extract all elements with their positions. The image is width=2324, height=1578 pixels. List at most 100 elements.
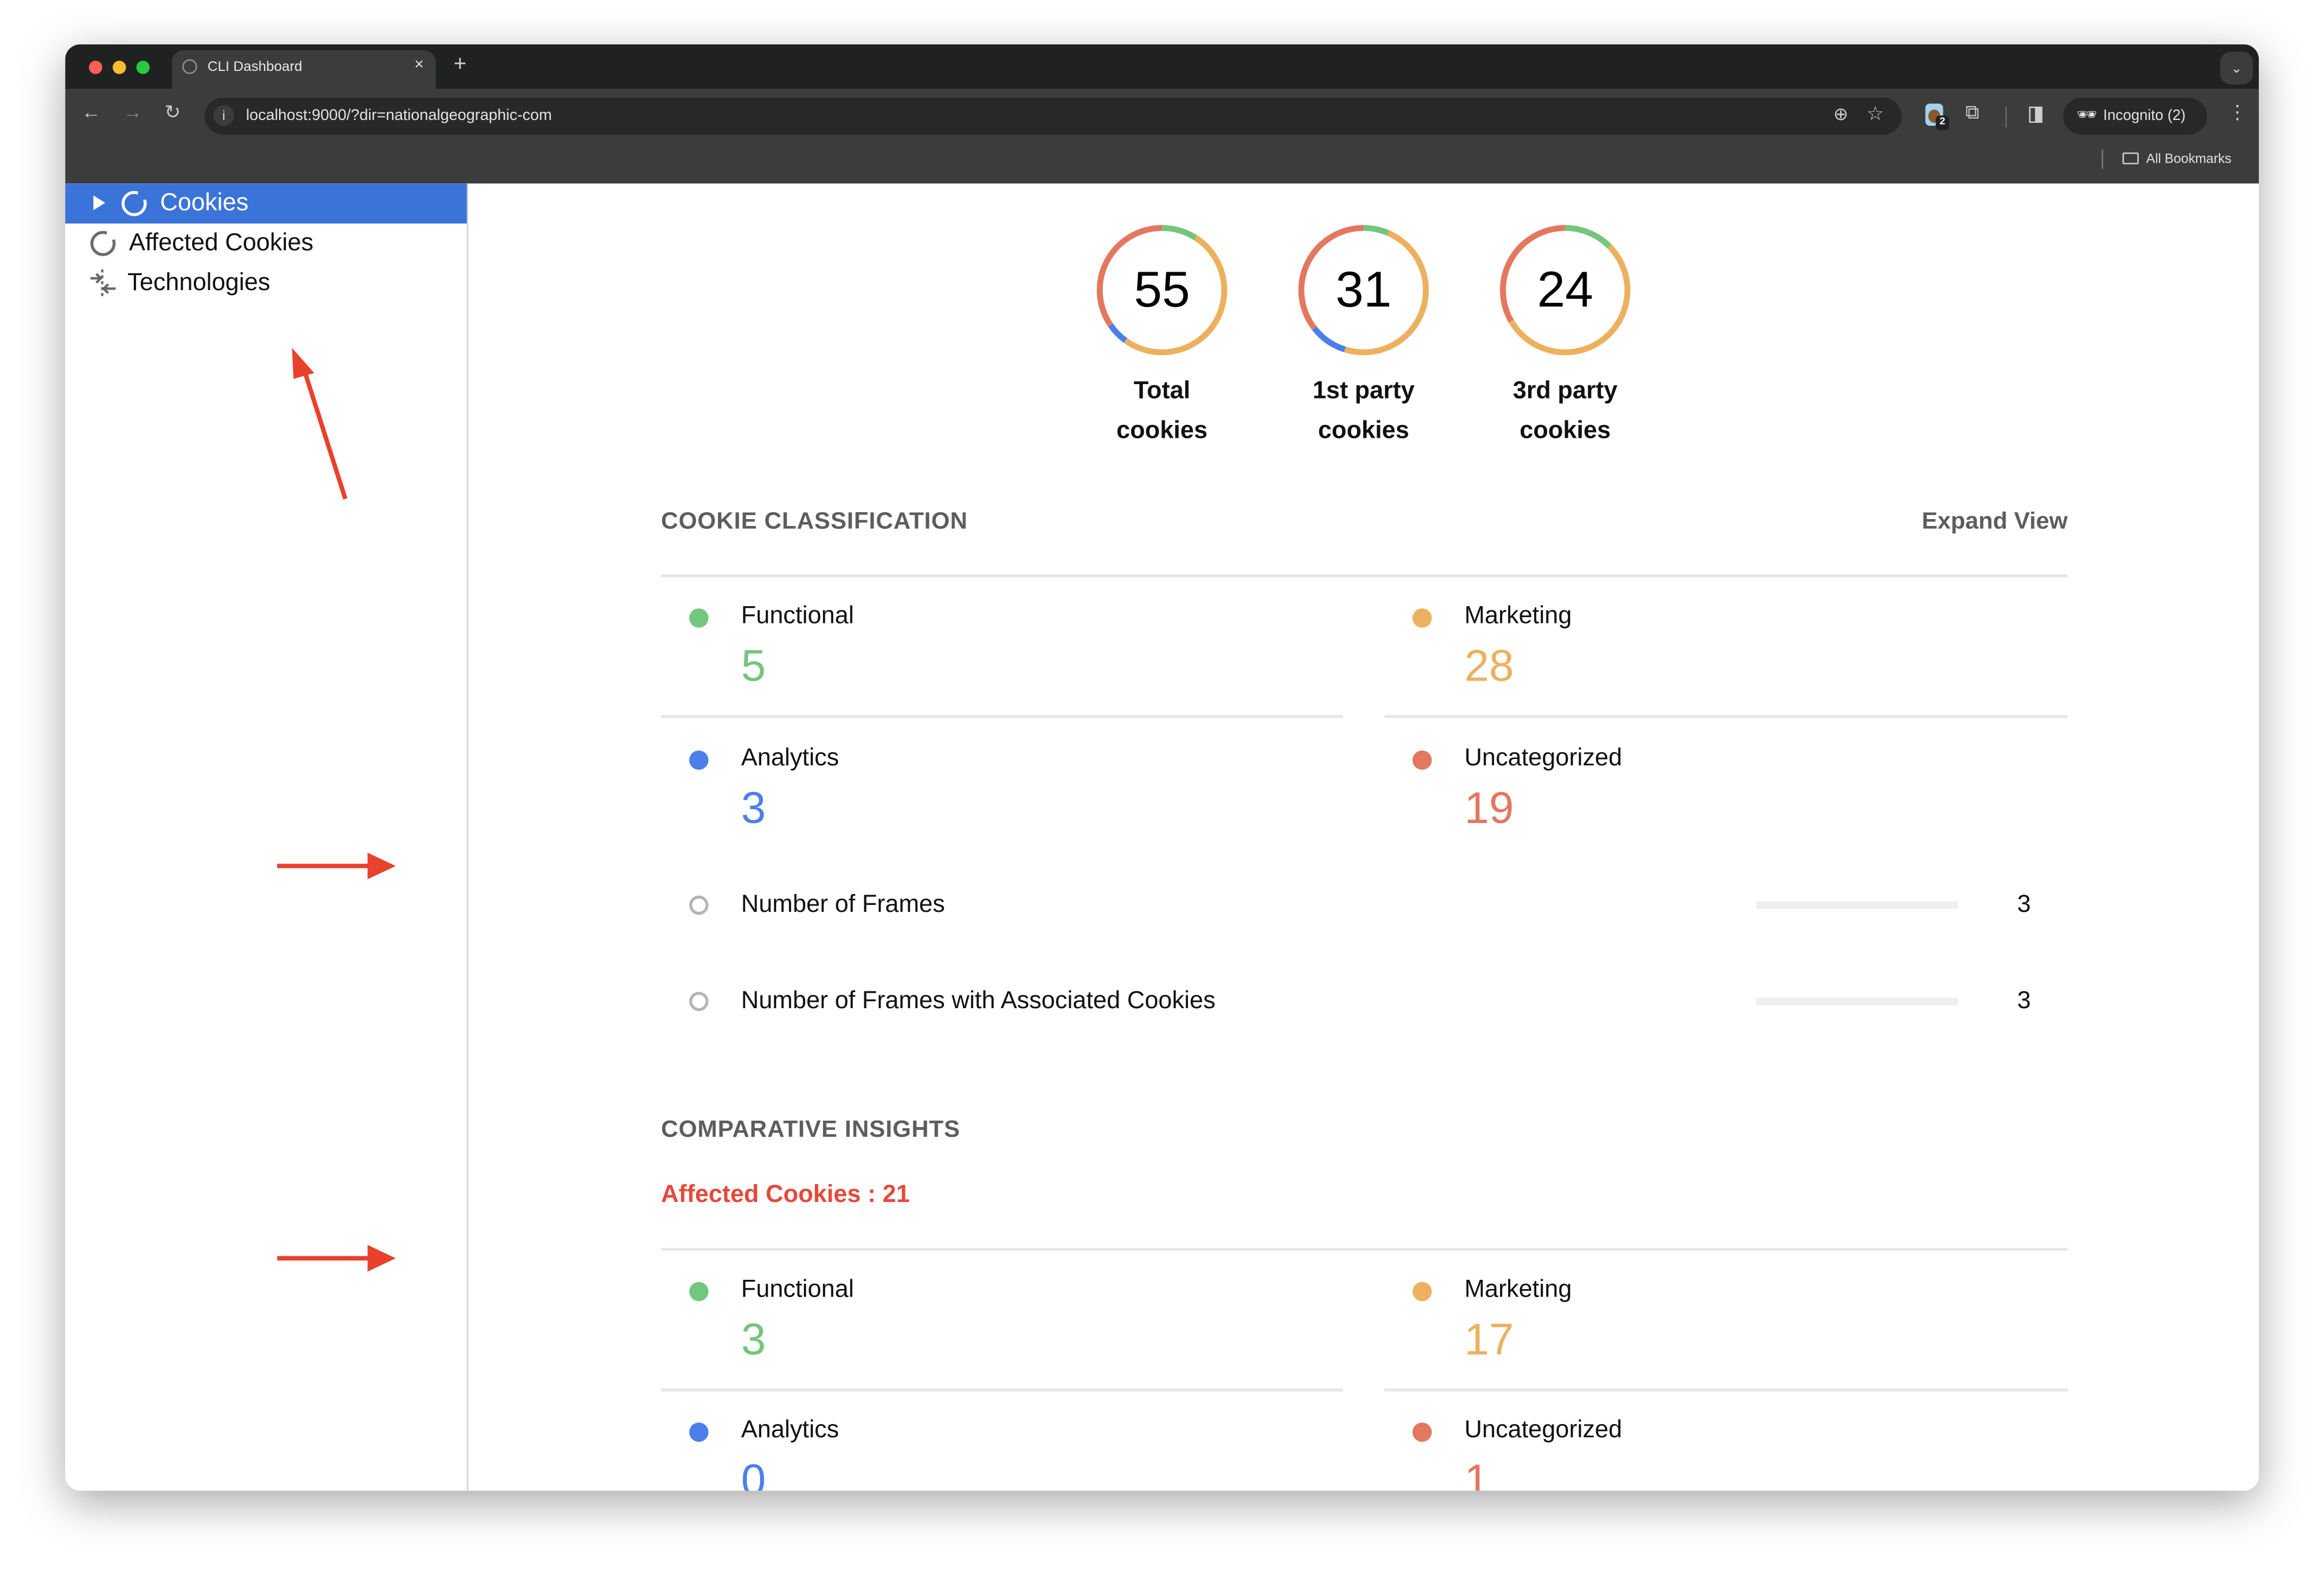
- bookmarks-divider: [2101, 149, 2104, 169]
- analytics-dot-icon: [689, 750, 709, 770]
- zoom-icon[interactable]: ⊕: [1833, 103, 1849, 125]
- category-label: Analytics: [741, 1417, 839, 1444]
- donut-label-line: Total: [1133, 377, 1191, 404]
- classification-uncategorized: Uncategorized 19: [1385, 740, 2066, 881]
- expand-view-button[interactable]: Expand View: [1921, 509, 2068, 535]
- sidebar-item-label: Technologies: [127, 269, 270, 296]
- donut-value: 55: [1134, 262, 1190, 318]
- puzzle-icon[interactable]: ⧉: [1965, 100, 1979, 123]
- donut-label-line: cookies: [1318, 416, 1409, 444]
- donut-label-line: 3rd party: [1513, 377, 1618, 404]
- donut-label-line: 1st party: [1313, 377, 1415, 404]
- all-bookmarks-button[interactable]: All Bookmarks: [2122, 151, 2232, 166]
- comparative-insights-title: COMPARATIVE INSIGHTS: [661, 1117, 961, 1143]
- toolbar-divider: [2005, 106, 2007, 127]
- category-value: 3: [741, 1316, 766, 1365]
- donut-segment-functional: [1363, 225, 1390, 236]
- browser-window: CLI Dashboard × + ⌄ ← → ↻ i localhost:90…: [65, 44, 2259, 1491]
- donut-chart: [1298, 225, 1429, 355]
- donut-segment-analytics: [1108, 323, 1127, 343]
- frames-row: Number of Frames 3: [661, 888, 2067, 924]
- category-label: Functional: [741, 602, 854, 629]
- donut-segment-marketing: [1509, 244, 1631, 355]
- annotation-arrows: [277, 348, 396, 1272]
- frames-with-cookies-row: Number of Frames with Associated Cookies…: [661, 985, 2067, 1020]
- category-label: Uncategorized: [1464, 744, 1622, 772]
- donut-segment-marketing: [1344, 230, 1429, 355]
- url-text[interactable]: localhost:9000/?dir=nationalgeographic-c…: [246, 106, 552, 125]
- donut-label: Total cookies: [1058, 371, 1266, 450]
- insights-uncategorized: Uncategorized 1: [1385, 1412, 2066, 1491]
- new-tab-button[interactable]: +: [453, 51, 467, 77]
- tab-strip: CLI Dashboard × + ⌄: [65, 44, 2259, 89]
- incognito-label: Incognito (2): [2103, 108, 2186, 125]
- insights-functional: Functional 3: [661, 1272, 1342, 1412]
- toolbar: ← → ↻ i localhost:9000/?dir=nationalgeog…: [65, 88, 2259, 184]
- sidebar-item-technologies[interactable]: Technologies: [65, 264, 467, 303]
- technologies-icon: [90, 269, 116, 299]
- all-bookmarks-label: All Bookmarks: [2146, 151, 2232, 166]
- info-icon[interactable]: i: [213, 105, 235, 126]
- sidebar-item-label: Cookies: [160, 189, 249, 216]
- affected-cookies-count: Affected Cookies : 21: [661, 1181, 910, 1208]
- kebab-menu-icon[interactable]: ⋮: [2228, 100, 2247, 123]
- hollow-circle-icon: [689, 991, 709, 1011]
- insights-analytics: Analytics 0: [661, 1412, 1342, 1491]
- frames-label: Number of Frames: [741, 891, 945, 918]
- category-label: Uncategorized: [1464, 1417, 1622, 1444]
- side-panel-icon[interactable]: [2029, 106, 2043, 123]
- cookie-jar-extension-icon[interactable]: 2: [1925, 103, 1949, 130]
- cookie-classification-title: COOKIE CLASSIFICATION: [661, 509, 968, 535]
- cookie-icon: [90, 228, 119, 257]
- incognito-button[interactable]: 🕶 Incognito (2): [2063, 97, 2208, 135]
- category-value: 1: [1464, 1456, 1490, 1491]
- incognito-icon: 🕶: [2076, 106, 2097, 125]
- category-label: Marketing: [1464, 1276, 1572, 1303]
- page-content: Cookies Affected Cookies Technologies: [65, 183, 2259, 1491]
- divider: [661, 715, 1343, 717]
- category-value: 17: [1464, 1316, 1514, 1365]
- functional-dot-icon: [689, 1282, 709, 1302]
- analytics-dot-icon: [689, 1422, 709, 1442]
- divider: [661, 1248, 2068, 1250]
- donut-label: 1st party cookies: [1260, 371, 1468, 450]
- category-value: 5: [741, 642, 766, 692]
- star-icon[interactable]: ☆: [1866, 102, 1884, 125]
- tab-cli-dashboard[interactable]: CLI Dashboard ×: [172, 50, 436, 89]
- insights-marketing: Marketing 17: [1385, 1272, 2066, 1412]
- classification-analytics: Analytics 3: [661, 740, 1342, 881]
- functional-dot-icon: [689, 608, 709, 628]
- donut-segment-uncategorized: [1500, 225, 1566, 323]
- frames-bar: [1756, 997, 1958, 1005]
- frames-label: Number of Frames with Associated Cookies: [741, 987, 1216, 1015]
- reload-icon[interactable]: ↻: [164, 100, 181, 123]
- marketing-dot-icon: [1412, 1282, 1432, 1302]
- divider: [661, 1388, 1343, 1391]
- expand-triangle-icon[interactable]: [93, 195, 106, 211]
- tab-search-button[interactable]: ⌄: [2220, 51, 2253, 85]
- globe-icon: [182, 59, 197, 74]
- maximize-window-button[interactable]: [136, 61, 150, 74]
- sidebar-item-affected-cookies[interactable]: Affected Cookies: [65, 224, 467, 264]
- frames-value: 3: [2017, 891, 2031, 918]
- back-icon[interactable]: ←: [81, 100, 101, 123]
- donut-total: 55: [1094, 222, 1230, 358]
- category-value: 19: [1464, 784, 1514, 833]
- classification-functional: Functional 5: [661, 598, 1342, 739]
- frames-bar: [1756, 901, 1958, 909]
- forward-icon[interactable]: →: [123, 100, 142, 123]
- divider: [661, 574, 2068, 577]
- minimize-window-button[interactable]: [112, 61, 126, 74]
- tab-title: CLI Dashboard: [207, 59, 303, 76]
- close-window-button[interactable]: [89, 61, 103, 74]
- category-label: Marketing: [1464, 602, 1572, 629]
- donut-segment-uncategorized: [1298, 225, 1364, 330]
- close-tab-icon[interactable]: ×: [414, 56, 424, 74]
- donut-label-line: cookies: [1116, 416, 1208, 444]
- main-panel: 55 Total cookies 3 1 1st party cookies 24 3…: [468, 183, 2259, 1491]
- address-bar[interactable]: i localhost:9000/?dir=nationalgeographic…: [204, 97, 1902, 135]
- divider: [1384, 715, 2068, 717]
- donut-third-party: 24: [1497, 222, 1633, 358]
- category-label: Analytics: [741, 744, 839, 772]
- sidebar-item-cookies[interactable]: Cookies: [65, 183, 467, 224]
